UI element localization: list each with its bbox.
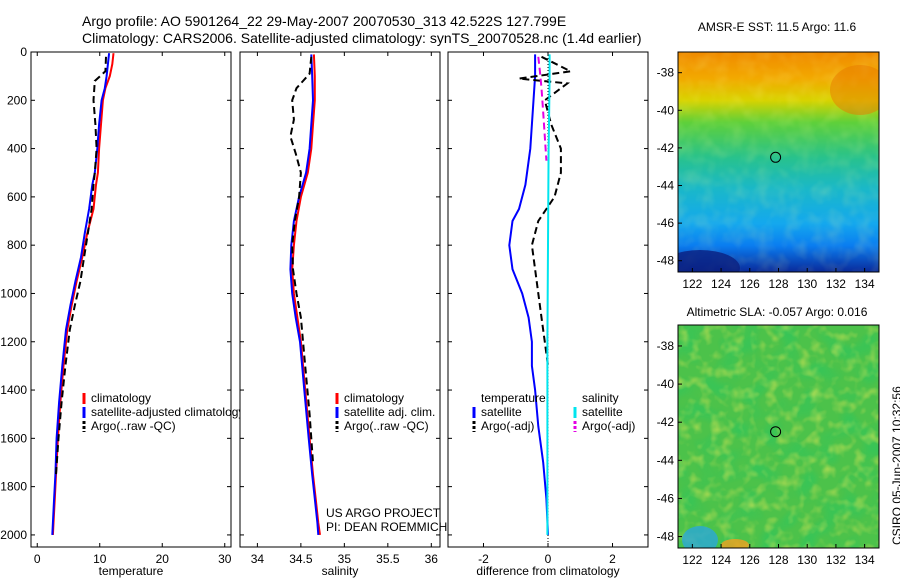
sst-map-panel: AMSR-E SST: 11.5 Argo: 11.6 122 124 126 128… — [657, 20, 880, 291]
temperature-plot-frame — [30, 51, 232, 548]
y-tick-label: 1000 — [0, 286, 27, 300]
sst-heatmap — [678, 52, 879, 272]
map-y-tick-label: -40 — [657, 377, 675, 391]
salinity-plot-frame — [239, 51, 441, 548]
y-tick-label: 800 — [7, 238, 27, 252]
series-line-salinity-satellite — [546, 54, 551, 535]
sla-map-title: Altimetric SLA: -0.057 Argo: 0.016 — [687, 305, 868, 319]
salinity-legend: climatology satellite adj. clim. Argo(..… — [335, 391, 435, 433]
map-y-tick-label: -46 — [657, 216, 675, 230]
map-y-tick-label: -46 — [657, 491, 675, 505]
legend-label-satellite: satellite adj. clim. — [344, 405, 435, 419]
x-tick-label: 34 — [251, 552, 265, 566]
temperature-x-label: temperature — [99, 564, 164, 578]
salinity-panel: 34 34.5 35 35.5 36 salinity climatology sate… — [239, 51, 447, 578]
map-x-tick-label: 122 — [682, 553, 702, 567]
salinity-x-label: salinity — [322, 564, 359, 578]
map-y-tick-label: -44 — [657, 179, 675, 193]
x-tick-label: 2 — [609, 552, 616, 566]
x-tick-label: 35 — [338, 552, 352, 566]
map-y-tick-label: -38 — [657, 66, 675, 80]
series-line-temperature-argo-adj- — [518, 55, 574, 367]
legend-label-temp-argo: Argo(-adj) — [481, 419, 534, 433]
series-line-salinity-argo-adj- — [537, 56, 548, 161]
pi-annotation: PI: DEAN ROEMMICH — [326, 520, 447, 534]
x-tick-label: 10 — [93, 552, 107, 566]
legend-label-temp-satellite: satellite — [481, 405, 522, 419]
series-line-satellite-adjusted-climatology — [51, 53, 111, 535]
legend-label-sal-satellite: satellite — [582, 405, 623, 419]
y-tick-label: 200 — [7, 93, 27, 107]
y-tick-label: 2000 — [0, 528, 27, 542]
map-y-tick-label: -48 — [657, 530, 675, 544]
x-tick-label: 35.5 — [376, 552, 400, 566]
series-line-satellite-adj-clim- — [289, 54, 320, 535]
difference-x-label: difference from climatology — [476, 564, 619, 578]
x-tick-label: 34.5 — [289, 552, 313, 566]
y-tick-label: 1600 — [0, 431, 27, 445]
map-x-tick-label: 130 — [797, 553, 817, 567]
map-x-tick-label: 126 — [740, 553, 760, 567]
difference-legend: temperature salinity satellite Argo(-adj… — [472, 391, 635, 433]
series-line-argo-raw-qc- — [55, 56, 107, 475]
temperature-legend: climatology satellite-adjusted climatolo… — [82, 391, 244, 433]
y-tick-label: 0 — [20, 45, 27, 59]
profile-title: Argo profile: AO 5901264_22 29-May-2007 … — [82, 13, 567, 29]
map-x-tick-label: 134 — [855, 553, 875, 567]
x-tick-label: -2 — [478, 552, 489, 566]
difference-panel: -2 0 2 difference from climatology tempera… — [447, 51, 649, 578]
climatology-subtitle: Climatology: CARS2006. Satellite-adjuste… — [82, 30, 642, 46]
y-tick-label: 1800 — [0, 480, 27, 494]
sst-map-title: AMSR-E SST: 11.5 Argo: 11.6 — [698, 20, 857, 34]
series-line-argo-raw-qc- — [289, 56, 314, 463]
y-tick-label: 600 — [7, 190, 27, 204]
x-tick-label: 0 — [34, 552, 41, 566]
map-y-tick-label: -42 — [657, 141, 675, 155]
sst-argo-location-marker — [770, 151, 782, 163]
x-tick-label: 0 — [545, 552, 552, 566]
legend-title-temperature: temperature — [481, 391, 546, 405]
map-x-tick-label: 124 — [711, 277, 731, 291]
map-x-tick-label: 130 — [797, 277, 817, 291]
legend-label-argo: Argo(..raw -QC) — [344, 419, 429, 433]
timestamp-text: CSIRO 05-Jun-2007 10:32:56 — [890, 386, 900, 545]
map-x-tick-label: 128 — [768, 277, 788, 291]
legend-title-salinity: salinity — [582, 391, 619, 405]
y-tick-label: 1400 — [0, 383, 27, 397]
sla-argo-location-marker — [770, 426, 782, 438]
map-x-tick-label: 132 — [826, 277, 846, 291]
x-tick-label: 30 — [218, 552, 232, 566]
map-y-tick-label: -38 — [657, 339, 675, 353]
x-tick-label: 36 — [425, 552, 439, 566]
map-x-tick-label: 124 — [711, 553, 731, 567]
temperature-panel: 0 10 20 30 0 200 400 600 800 1000 1200 1400 1600 1800… — [0, 45, 244, 578]
legend-label-sal-argo: Argo(-adj) — [582, 419, 635, 433]
legend-label-climatology: climatology — [91, 391, 151, 405]
sla-map-panel: Altimetric SLA: -0.057 Argo: 0.016 122 12… — [657, 305, 880, 567]
y-tick-label: 1200 — [0, 335, 27, 349]
map-y-tick-label: -44 — [657, 453, 675, 467]
map-y-tick-label: -40 — [657, 103, 675, 117]
x-tick-label: 20 — [156, 552, 170, 566]
map-y-tick-label: -42 — [657, 415, 675, 429]
map-x-tick-label: 126 — [740, 277, 760, 291]
legend-label-satellite: satellite-adjusted climatology — [91, 405, 244, 419]
timestamp-side-label: CSIRO 05-Jun-2007 10:32:56 — [878, 300, 900, 560]
map-x-tick-label: 128 — [768, 553, 788, 567]
map-x-tick-label: 122 — [682, 277, 702, 291]
y-tick-label: 400 — [7, 142, 27, 156]
legend-label-argo: Argo(..raw -QC) — [91, 419, 176, 433]
map-x-tick-label: 134 — [855, 277, 875, 291]
map-y-tick-label: -48 — [657, 254, 675, 268]
sla-heatmap — [678, 325, 879, 548]
map-x-tick-label: 132 — [826, 553, 846, 567]
series-line-temperature-satellite — [508, 54, 549, 535]
project-annotation: US ARGO PROJECT — [326, 506, 441, 520]
legend-label-climatology: climatology — [344, 391, 404, 405]
